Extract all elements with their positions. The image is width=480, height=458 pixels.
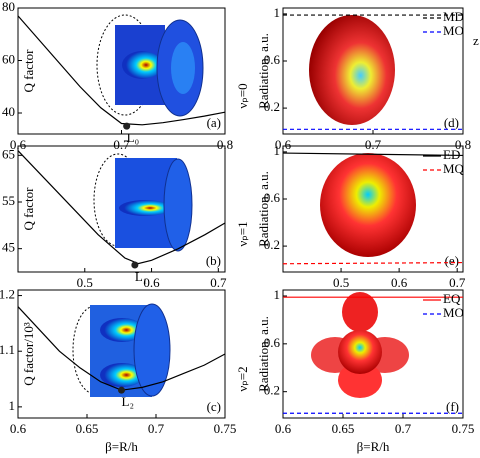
panel-label: (a) [207, 115, 221, 130]
x-tick-label: 0.8 [455, 137, 471, 152]
panel-label: (c) [207, 399, 221, 414]
mode-point [131, 261, 139, 269]
panel-label: (f) [446, 399, 459, 414]
x-tick-label: 0.8 [217, 137, 233, 152]
x-tick-label: 0.5 [333, 275, 349, 290]
y-axis-label: Radiation, a.u. [256, 316, 271, 392]
x-tick-label: 0.7 [395, 421, 412, 436]
x-tick-label: 0.75 [214, 421, 237, 436]
x-tick-label: 0.65 [76, 421, 99, 436]
x-tick-label: 0.65 [332, 421, 355, 436]
annotation: z [473, 33, 479, 48]
plot-frame [17, 145, 226, 273]
series-line [17, 150, 226, 265]
point-label: L₂ [122, 394, 134, 409]
point-label: L₀ [127, 130, 139, 145]
series-line [17, 15, 226, 126]
x-tick-label: 0.7 [148, 421, 165, 436]
radiation-image-e [320, 153, 416, 257]
y-tick-label: 0.6 [264, 335, 281, 350]
panel-label: (b) [206, 253, 221, 268]
mode-point [118, 386, 125, 394]
panel-label: (d) [444, 115, 459, 130]
mode-point [123, 122, 131, 130]
y-tick-label: 1.2 [0, 287, 15, 302]
y-tick-label: 0.2 [264, 383, 280, 398]
x-tick-label: 0.7 [113, 137, 130, 152]
y-axis-label: Radiation, a.u. [256, 33, 271, 109]
radiation-image-d [309, 15, 395, 125]
y-tick-label: 0.2 [264, 99, 280, 114]
y-tick-label: 1 [9, 398, 16, 413]
x-tick-label: 0.7 [365, 137, 382, 152]
y-tick-label: 1 [274, 143, 281, 158]
point-label: L₁ [135, 269, 147, 284]
mode-label: νₚ=1 [235, 221, 250, 246]
x-axis-label: β=R/h [357, 439, 390, 454]
y-tick-label: 65 [2, 146, 15, 161]
legend-label: MD [443, 9, 464, 24]
y-tick-label: 0.6 [264, 52, 281, 67]
x-tick-label: 0.6 [143, 275, 160, 290]
y-axis-label: Q factor [21, 49, 36, 93]
mode-image-c [72, 303, 171, 397]
y-tick-label: 0.2 [264, 237, 280, 252]
x-tick-label: 0.6 [275, 421, 292, 436]
x-tick-label: 0.6 [10, 421, 27, 436]
x-tick-label: 0.6 [275, 137, 292, 152]
x-tick-label: 0.5 [77, 275, 93, 290]
y-tick-label: 1.1 [0, 342, 15, 357]
y-tick-label: 80 [2, 0, 15, 14]
legend-label: MO [443, 305, 464, 320]
y-axis-label: Q factor/10³ [21, 322, 36, 386]
y-tick-label: 1 [274, 287, 281, 302]
mode-image-b [93, 153, 193, 252]
x-axis-label: β=R/h [105, 439, 138, 454]
x-tick-label: 0.7 [210, 275, 227, 290]
y-tick-label: 45 [2, 240, 15, 255]
legend-label: EQ [443, 291, 461, 306]
plot-frame [282, 289, 464, 419]
y-tick-label: 60 [2, 51, 15, 66]
y-axis-label: Q factor [21, 187, 36, 231]
legend-label: MO [443, 23, 464, 38]
y-axis-label: Radiation, a.u. [256, 171, 271, 247]
mode-label: νₚ=2 [235, 366, 250, 391]
y-tick-label: 40 [2, 104, 15, 119]
x-tick-label: 0.6 [391, 275, 408, 290]
series-line [282, 261, 464, 265]
x-tick-label: 0.6 [10, 137, 27, 152]
y-tick-label: 55 [2, 193, 15, 208]
legend-label: ED [443, 147, 460, 162]
series-line [282, 152, 464, 157]
y-tick-label: 0.6 [264, 190, 281, 205]
x-tick-label: 0.75 [452, 421, 475, 436]
radiation-image-f [311, 292, 409, 398]
plot-frame [282, 145, 464, 273]
legend-label: MQ [443, 161, 465, 176]
x-tick-label: 0.7 [449, 275, 466, 290]
mode-label: νₚ=0 [235, 83, 250, 108]
panel-label: (e) [445, 253, 459, 268]
y-tick-label: 1 [274, 5, 281, 20]
mode-image-a [96, 14, 204, 117]
